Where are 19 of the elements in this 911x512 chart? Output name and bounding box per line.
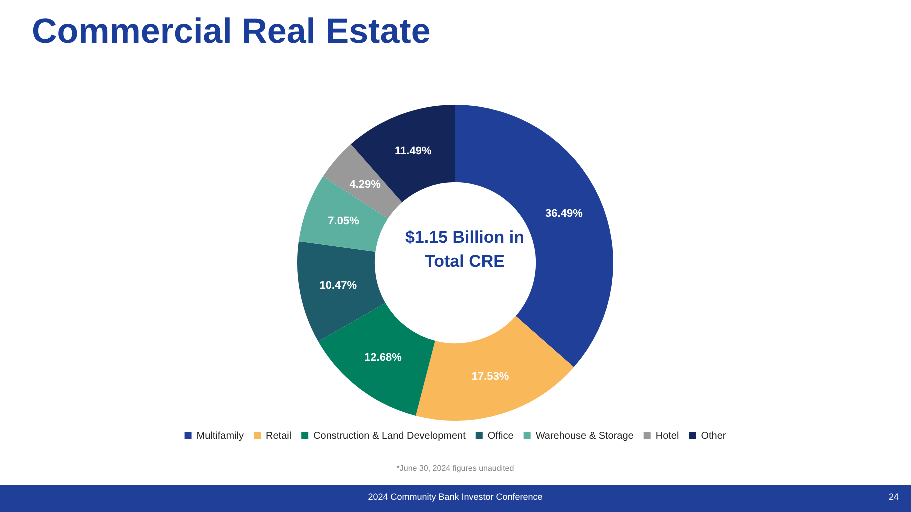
text: 24 [888, 492, 899, 502]
data-label: 10.47% [320, 280, 358, 292]
text: $1.15 Billion in Total CRE [405, 227, 525, 273]
legend-label: Warehouse & Storage [536, 430, 634, 442]
data-label: 4.29% [350, 178, 382, 191]
text: 2024 Community Bank Investor Conference [368, 492, 543, 502]
chart-title: Commercial Real Estate [32, 12, 431, 52]
legend-label: Multifamily [196, 430, 244, 442]
data-label: 7.05% [328, 215, 360, 228]
data-label: 17.53% [472, 371, 510, 384]
legend-label: Office [488, 430, 514, 442]
text: *June 30, 2024 figures unaudited [396, 464, 516, 473]
legend-label: Hotel [656, 430, 680, 442]
legend-label: Construction & Land Development [314, 430, 466, 442]
legend-label: Other [701, 430, 727, 442]
data-label: 12.68% [364, 352, 402, 364]
data-label: 11.49% [395, 145, 432, 158]
data-label: 36.49% [546, 208, 584, 220]
legend-label: Retail [266, 430, 292, 442]
